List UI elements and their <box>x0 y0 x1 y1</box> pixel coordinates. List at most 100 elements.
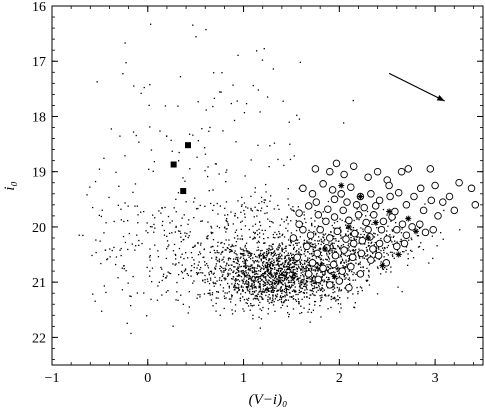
data-point-dot <box>217 213 219 215</box>
x-tick-label: 3 <box>432 371 439 386</box>
data-point-dot <box>378 248 380 250</box>
data-point-dot <box>306 267 308 269</box>
data-point-dot <box>236 279 238 281</box>
data-point-dot <box>118 185 120 187</box>
data-point-dot <box>175 226 177 228</box>
data-point-dot <box>330 267 332 270</box>
data-point-dot <box>305 221 307 224</box>
data-point-dot <box>275 287 277 289</box>
data-point-dot <box>372 252 374 255</box>
data-point-dot <box>306 288 308 291</box>
x-tick-label: 1 <box>240 371 247 386</box>
data-point-dot <box>382 208 385 211</box>
data-point-dot <box>279 289 281 291</box>
data-point-dot <box>252 279 254 281</box>
data-point-dot <box>311 285 313 287</box>
data-point-dot <box>359 263 361 265</box>
data-point-dot <box>283 300 286 302</box>
data-point-dot <box>279 288 281 290</box>
data-point-dot <box>289 158 292 161</box>
data-point-dot <box>248 282 250 284</box>
data-point-dot <box>290 281 292 283</box>
data-point-dot <box>243 262 245 264</box>
data-point-dot <box>219 205 221 207</box>
data-point-dot <box>242 254 244 256</box>
data-point-dot <box>285 285 287 287</box>
data-point-dot <box>310 294 312 296</box>
data-point-dot <box>227 259 230 261</box>
data-point-dot <box>380 273 382 275</box>
data-point-dot <box>323 240 325 242</box>
data-point-dot <box>310 290 312 292</box>
data-point-dot <box>270 285 272 288</box>
data-point-dot <box>356 286 358 289</box>
data-point-dot <box>277 257 280 259</box>
data-point-dot <box>292 253 294 255</box>
data-point-dot <box>303 253 305 255</box>
data-point-dot <box>270 274 273 276</box>
data-point-dot <box>280 280 282 282</box>
data-point-dot <box>225 220 228 222</box>
data-point-dot <box>310 217 312 219</box>
data-point-dot <box>279 260 281 262</box>
data-point-asterisk <box>331 273 338 280</box>
data-point-dot <box>163 229 165 232</box>
data-point-dot <box>122 73 124 75</box>
data-point-dot <box>267 296 269 298</box>
data-point-dot <box>321 279 323 282</box>
data-point-dot <box>321 296 323 298</box>
data-point-dot <box>290 232 293 234</box>
data-point-dot <box>216 291 218 293</box>
data-point-dot <box>285 292 287 294</box>
data-point-dot <box>277 277 280 279</box>
data-point-dot <box>288 267 291 269</box>
data-point-dot <box>149 259 151 261</box>
data-point-circle <box>340 246 348 254</box>
data-point-dot <box>311 293 314 295</box>
data-point-dot <box>323 281 325 283</box>
data-point-dot <box>183 238 185 241</box>
data-point-dot <box>156 299 159 301</box>
data-point-dot <box>258 228 260 230</box>
data-point-dot <box>250 293 252 296</box>
data-point-circle <box>402 231 411 239</box>
data-point-dot <box>320 261 322 263</box>
data-point-dot <box>306 277 308 279</box>
data-point-dot <box>280 274 282 276</box>
data-point-dot <box>181 253 183 255</box>
data-point-dot <box>237 258 239 260</box>
data-point-dot <box>363 257 366 259</box>
data-point-dot <box>261 207 263 209</box>
data-point-dot <box>277 299 279 302</box>
data-point-circle <box>410 192 418 201</box>
data-point-dot <box>214 276 216 278</box>
data-point-dot <box>321 254 323 257</box>
data-point-dot <box>306 281 308 283</box>
data-point-dot <box>286 216 288 218</box>
data-point-dot <box>358 242 360 244</box>
data-point-dot <box>272 243 274 245</box>
data-point-dot <box>193 259 195 261</box>
data-point-dot <box>343 122 345 124</box>
data-point-dot <box>288 279 290 282</box>
data-point-dot <box>225 239 227 241</box>
data-point-dot <box>274 275 277 277</box>
data-point-circle <box>326 167 334 176</box>
data-point-dot <box>366 267 368 269</box>
data-point-dot <box>254 267 256 269</box>
data-point-dot <box>315 274 318 276</box>
data-point-dot <box>279 224 281 226</box>
data-point-dot <box>278 267 280 269</box>
data-point-dot <box>296 114 298 116</box>
data-point-circle <box>316 225 324 234</box>
data-point-circle <box>400 239 409 248</box>
data-point-dot <box>134 183 137 185</box>
data-point-dot <box>269 298 271 300</box>
data-point-dot <box>172 263 174 265</box>
data-point-dot <box>225 278 227 280</box>
data-point-dot <box>290 252 292 255</box>
data-point-dot <box>180 236 182 238</box>
data-point-dot <box>392 255 394 257</box>
data-point-dot <box>324 280 326 282</box>
data-point-dot <box>336 286 338 289</box>
